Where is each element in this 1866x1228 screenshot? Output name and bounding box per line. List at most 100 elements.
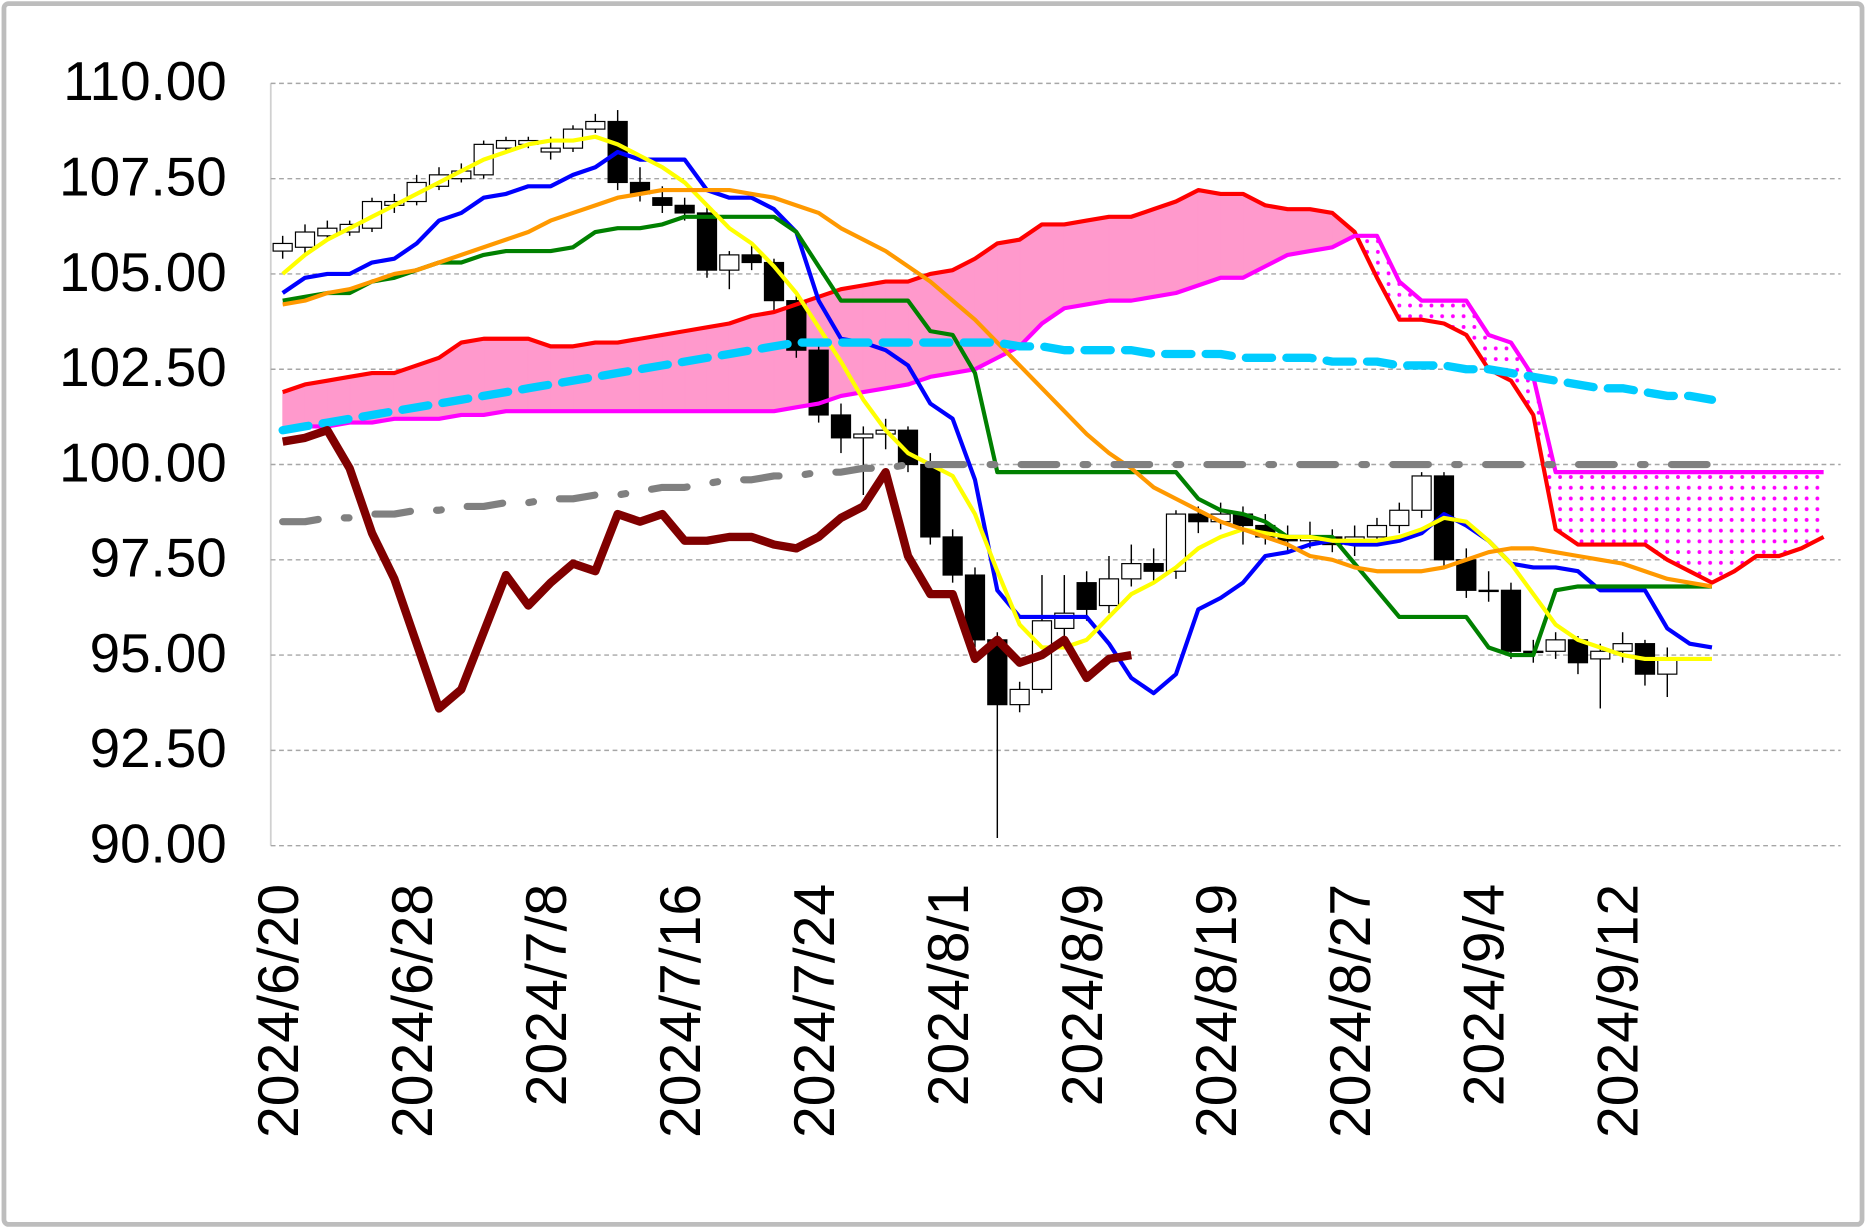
candle-body [495, 139, 517, 149]
cloud-segment [505, 338, 529, 412]
cloud-segment [885, 281, 909, 389]
candle-body [1121, 563, 1142, 580]
candle-body [786, 300, 807, 351]
cloud-segment [661, 330, 686, 412]
cloud-segment [1577, 472, 1601, 545]
cloud-segment [1600, 472, 1623, 545]
candle-body [1500, 589, 1522, 652]
candle-body [1076, 582, 1097, 610]
line-series [281, 426, 1133, 713]
line-series [278, 338, 1717, 435]
cloud-segment [1421, 300, 1444, 324]
candle-body [1389, 509, 1410, 527]
cloud-segment [639, 334, 663, 412]
cloud-segment [1242, 193, 1266, 279]
candle-body [1165, 513, 1187, 572]
cloud-segment [1734, 472, 1757, 572]
candle-body [1612, 643, 1633, 652]
line-series [279, 460, 1716, 526]
candle-body [1590, 650, 1611, 660]
cloud-segment [1778, 472, 1802, 556]
cloud-segment [1711, 472, 1735, 583]
candle-body [920, 463, 941, 538]
cloud-segment [1555, 472, 1578, 545]
cloud-segment [1644, 472, 1668, 560]
line-series [282, 233, 1824, 475]
x-tick-label: 2024/6/28 [381, 884, 445, 1138]
candle-body [741, 254, 762, 264]
x-tick-label: 2024/8/19 [1185, 884, 1249, 1138]
candle-body [808, 349, 829, 416]
cloud-segment [1510, 342, 1534, 415]
x-tick-label: 2024/7/24 [783, 884, 847, 1138]
candle-body [830, 414, 852, 439]
candle-body [1411, 475, 1432, 511]
x-tick-label: 2024/8/27 [1319, 884, 1383, 1138]
candle-body [1143, 563, 1164, 572]
x-tick-label: 2024/8/9 [1051, 884, 1115, 1106]
candle-body [696, 212, 718, 271]
x-tick-label: 2024/8/1 [917, 884, 981, 1106]
candle-body [1188, 513, 1209, 523]
cloud-segment [1063, 220, 1088, 309]
y-tick-label: 105.00 [59, 241, 227, 303]
cloud-segment [1197, 189, 1222, 286]
line-series [281, 188, 1825, 585]
candle-body [652, 197, 673, 206]
y-tick-label: 90.00 [90, 813, 227, 875]
line-series [282, 188, 1713, 589]
candle-body [585, 120, 606, 130]
cloud-segment [862, 281, 887, 393]
y-tick-label: 97.50 [90, 527, 227, 589]
x-tick-label: 2024/9/12 [1587, 884, 1651, 1138]
candle-body [540, 147, 561, 153]
y-tick-label: 100.00 [59, 431, 227, 493]
cloud-segment [1756, 472, 1779, 556]
y-tick-label: 92.50 [90, 717, 227, 779]
candle-body [1545, 639, 1566, 652]
candle-body [272, 242, 293, 252]
cloud-segment [1376, 235, 1400, 320]
candle-body [1657, 658, 1678, 675]
cloud-segment [1689, 472, 1712, 583]
y-tick-label: 107.50 [59, 146, 227, 208]
candle-body [853, 433, 874, 439]
candle-body [317, 227, 338, 237]
line-series [282, 214, 1712, 658]
candle-body [1456, 559, 1477, 591]
cloud-segment [1108, 216, 1132, 301]
cloud-segment [1153, 201, 1177, 298]
candle-body [294, 231, 316, 248]
candle-body [674, 204, 695, 214]
y-tick-label: 110.00 [63, 50, 226, 112]
cloud-segment [751, 311, 775, 412]
x-tick-label: 2024/9/4 [1453, 884, 1517, 1106]
cloud-segment [1086, 216, 1110, 305]
cloud-segment [1309, 208, 1333, 252]
y-tick-label: 95.00 [90, 622, 227, 684]
candle-body [942, 536, 963, 576]
cloud-segment [460, 338, 485, 416]
candle-body [1009, 688, 1030, 706]
cloud-segment [1466, 300, 1489, 370]
line-series [281, 134, 1712, 661]
cloud-segment [1175, 189, 1199, 294]
candle-body [1098, 578, 1120, 607]
cloud-segment [1622, 472, 1645, 545]
cloud-segment [996, 239, 1021, 359]
cloud-segment [974, 242, 998, 370]
candle-body [1478, 589, 1499, 593]
cloud-segment [1399, 281, 1422, 320]
cloud-segment [1287, 208, 1311, 256]
x-tick-label: 2024/7/16 [649, 884, 713, 1138]
cloud-segment [706, 323, 730, 412]
x-tick-label: 2024/6/20 [247, 884, 311, 1138]
x-tick-label: 2024/7/8 [515, 884, 579, 1106]
cloud-segment [483, 338, 507, 416]
cloud-segment [1801, 472, 1824, 549]
candle-body [1366, 524, 1388, 538]
candle-body [964, 574, 986, 641]
cloud-segment [1667, 472, 1690, 572]
